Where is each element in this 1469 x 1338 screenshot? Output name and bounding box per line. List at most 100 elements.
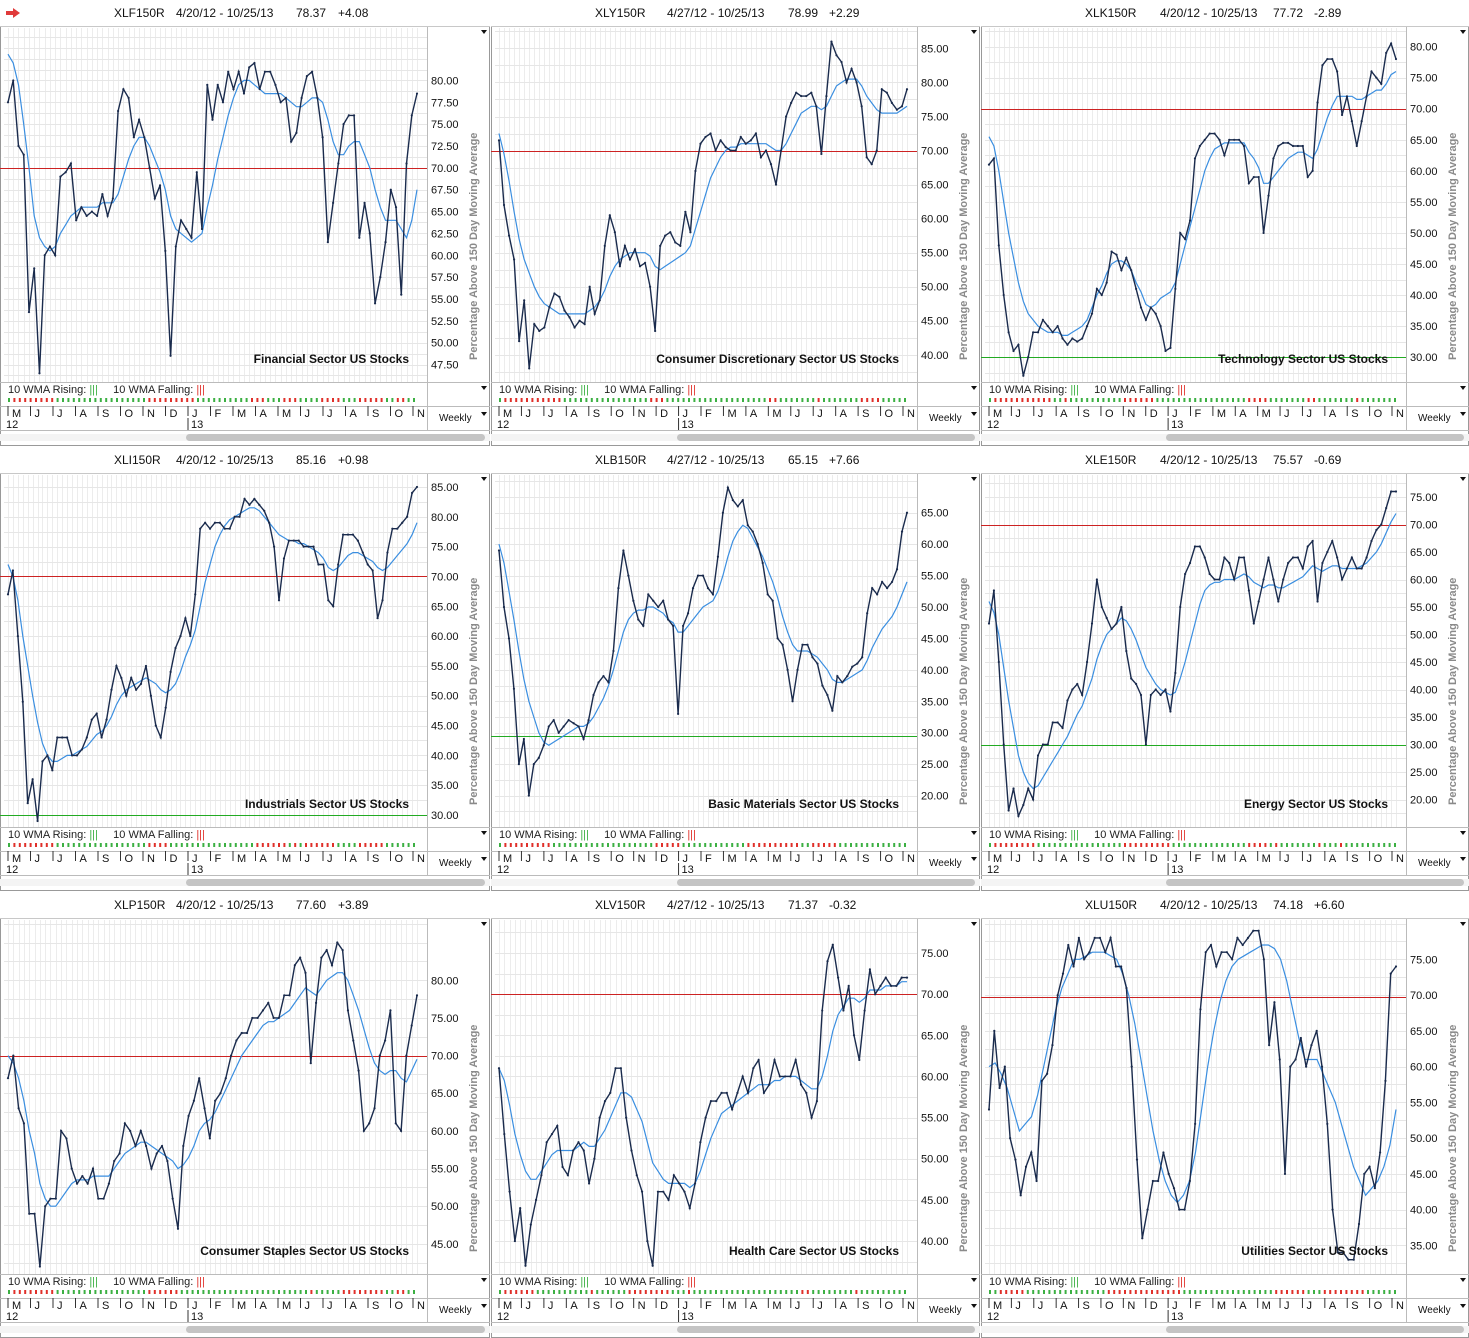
month-label: J xyxy=(683,853,689,865)
price-point xyxy=(1125,649,1128,653)
dropdown-triangle-icon[interactable] xyxy=(481,30,487,34)
falling-dot xyxy=(1350,1290,1353,1294)
price-point xyxy=(667,618,670,621)
price-point xyxy=(117,109,120,113)
dropdown-triangle-icon[interactable] xyxy=(971,412,977,416)
dropdown-triangle-icon[interactable] xyxy=(1460,30,1466,34)
rising-dot xyxy=(877,843,879,847)
dropdown-triangle-icon[interactable] xyxy=(481,477,487,481)
price-points xyxy=(497,40,909,370)
dropdown-triangle-icon[interactable] xyxy=(971,1304,977,1308)
dropdown-triangle-icon[interactable] xyxy=(1460,857,1466,861)
period-selector[interactable]: Weekly xyxy=(929,413,962,424)
period-selector[interactable]: Weekly xyxy=(1418,1305,1451,1316)
price-point xyxy=(1370,70,1373,73)
price-point xyxy=(80,206,83,209)
scrollbar-thumb[interactable] xyxy=(186,434,485,441)
rising-dot xyxy=(62,843,64,847)
chart-panel-xlv150r[interactable]: 40.00 45.00 50.00 55.00 60.00 65.00 70.00 75.00… xyxy=(491,892,980,1338)
rising-dot xyxy=(1323,398,1326,402)
dropdown-triangle-icon[interactable] xyxy=(1460,922,1466,926)
dropdown-triangle-icon[interactable] xyxy=(971,30,977,34)
period-selector[interactable]: Weekly xyxy=(439,858,472,869)
chart-panel-xlp150r[interactable]: 45.00 50.00 55.00 60.00 65.00 70.00 75.00 80.00… xyxy=(0,892,490,1338)
chart-panel-xlb150r[interactable]: 20.00 25.00 30.00 35.00 40.00 45.00 50.00 55.00… xyxy=(491,447,980,891)
month-label: J xyxy=(525,408,531,420)
dropdown-triangle-icon[interactable] xyxy=(1460,831,1466,835)
y-tick-label: 57.50 xyxy=(431,272,459,284)
rising-dot xyxy=(1372,398,1375,402)
period-selector[interactable]: Weekly xyxy=(439,413,472,424)
period-selector[interactable]: Weekly xyxy=(929,858,962,869)
period-selector[interactable]: Weekly xyxy=(1418,858,1451,869)
price-point xyxy=(672,624,675,627)
scrollbar-thumb[interactable] xyxy=(677,1326,975,1333)
red-arrow-icon[interactable] xyxy=(6,8,20,18)
dropdown-triangle-icon[interactable] xyxy=(1460,1304,1466,1308)
price-point xyxy=(6,1077,10,1080)
scrollbar-thumb[interactable] xyxy=(186,1326,485,1333)
chart-panel-xli150r[interactable]: 30.00 35.00 40.00 45.00 50.00 55.00 60.00 65.00… xyxy=(0,447,490,891)
period-selector[interactable]: Weekly xyxy=(929,1305,962,1316)
price-point xyxy=(1370,539,1373,543)
scrollbar-thumb[interactable] xyxy=(1166,879,1464,886)
month-label: O xyxy=(395,408,404,420)
rising-dot xyxy=(607,843,609,847)
scrollbar-thumb[interactable] xyxy=(1166,434,1464,441)
dropdown-triangle-icon[interactable] xyxy=(971,1278,977,1282)
price-point xyxy=(1139,693,1143,697)
scrollbar-thumb[interactable] xyxy=(677,879,975,886)
dropdown-triangle-icon[interactable] xyxy=(971,386,977,390)
price-point xyxy=(1252,622,1255,625)
chart-panel-xlk150r[interactable]: 30.00 35.00 40.00 45.00 50.00 55.00 60.00 65.00… xyxy=(981,0,1469,446)
rising-dot xyxy=(1086,398,1089,402)
dropdown-triangle-icon[interactable] xyxy=(481,386,487,390)
price-point xyxy=(542,744,545,747)
chart-panel-xle150r[interactable]: 20.00 25.00 30.00 35.00 40.00 45.00 50.00 55.00… xyxy=(981,447,1469,891)
price-point xyxy=(1375,528,1378,532)
scrollbar-thumb[interactable] xyxy=(677,434,975,441)
chart-panel-xlu150r[interactable]: 35.00 40.00 45.00 50.00 55.00 60.00 65.00 70.00… xyxy=(981,892,1469,1338)
y-tick-label: 30.00 xyxy=(1410,740,1438,752)
dropdown-triangle-icon[interactable] xyxy=(1460,1278,1466,1282)
dropdown-triangle-icon[interactable] xyxy=(971,477,977,481)
chart-panel-xlf150r[interactable]: 47.50 50.00 52.50 55.00 57.50 60.00 62.50 65.00… xyxy=(0,0,490,446)
month-label: M xyxy=(727,853,736,865)
rising-dot xyxy=(850,398,852,402)
price-point xyxy=(789,1075,792,1078)
date-range: 4/27/12 - 10/25/13 xyxy=(667,453,765,467)
month-label: N xyxy=(638,1300,646,1312)
price-point xyxy=(497,549,501,552)
dropdown-triangle-icon[interactable] xyxy=(971,922,977,926)
dropdown-triangle-icon[interactable] xyxy=(481,857,487,861)
period-selector[interactable]: Weekly xyxy=(439,1305,472,1316)
price-point xyxy=(1024,1165,1028,1168)
dropdown-triangle-icon[interactable] xyxy=(481,1278,487,1282)
dropdown-triangle-icon[interactable] xyxy=(1460,412,1466,416)
dropdown-triangle-icon[interactable] xyxy=(971,857,977,861)
scrollbar-thumb[interactable] xyxy=(1166,1326,1464,1333)
price-point xyxy=(405,162,408,165)
price-point xyxy=(815,105,818,108)
dropdown-triangle-icon[interactable] xyxy=(1460,477,1466,481)
scrollbar-thumb[interactable] xyxy=(186,879,485,886)
rising-dot xyxy=(413,398,415,402)
rising-dot xyxy=(1377,398,1380,402)
month-label: S xyxy=(862,408,869,420)
price-point xyxy=(778,1075,781,1078)
dropdown-triangle-icon[interactable] xyxy=(481,922,487,926)
dropdown-triangle-icon[interactable] xyxy=(481,412,487,416)
month-label: A xyxy=(350,853,358,865)
month-label: N xyxy=(147,853,155,865)
period-selector[interactable]: Weekly xyxy=(1418,413,1451,424)
dropdown-triangle-icon[interactable] xyxy=(1460,386,1466,390)
dropdown-triangle-icon[interactable] xyxy=(481,1304,487,1308)
month-label: M xyxy=(993,853,1002,865)
date-range: 4/20/12 - 10/25/13 xyxy=(1160,898,1258,912)
chart-panel-xly150r[interactable]: 40.00 45.00 50.00 55.00 60.00 65.00 70.00 75.00… xyxy=(491,0,980,446)
dropdown-triangle-icon[interactable] xyxy=(481,831,487,835)
rising-dot xyxy=(1372,1290,1375,1294)
dropdown-triangle-icon[interactable] xyxy=(971,831,977,835)
rising-dot xyxy=(536,1290,539,1294)
